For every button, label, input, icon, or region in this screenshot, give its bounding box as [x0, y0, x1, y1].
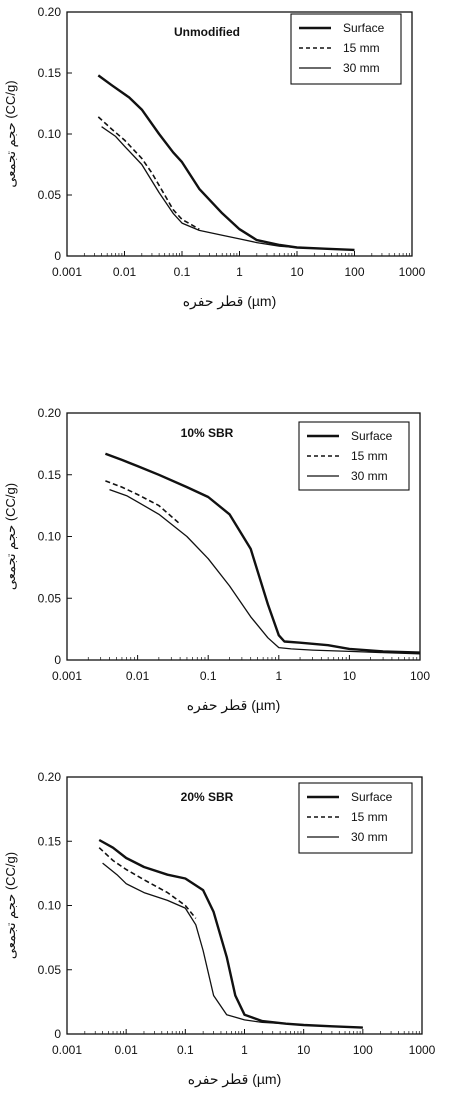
- y-tick-label: 0.20: [38, 406, 62, 420]
- x-tick-label: 10: [290, 265, 304, 279]
- legend-label: Surface: [351, 429, 393, 443]
- y-tick-label: 0.20: [38, 5, 62, 19]
- y-tick-label: 0: [54, 1027, 61, 1041]
- x-tick-label: 0.1: [200, 669, 217, 683]
- y-tick-label: 0.05: [38, 188, 62, 202]
- y-tick-label: 0.20: [38, 770, 62, 784]
- legend-label: Surface: [351, 790, 393, 804]
- y-axis-label: حجم تجمعی (CC/g): [3, 80, 19, 187]
- x-tick-label: 0.01: [126, 669, 150, 683]
- legend-label: 15 mm: [343, 41, 380, 55]
- legend-box: [298, 782, 413, 854]
- legend-label: 30 mm: [351, 469, 388, 483]
- series-line-15-mm: [97, 116, 200, 230]
- legend-box: [290, 13, 402, 85]
- y-tick-label: 0.15: [38, 66, 62, 80]
- x-tick-label: 0.01: [114, 1043, 138, 1057]
- x-tick-label: 10: [297, 1043, 311, 1057]
- x-tick-label: 0.1: [174, 265, 191, 279]
- x-tick-label: 0.001: [52, 1043, 82, 1057]
- y-tick-label: 0.10: [38, 530, 62, 544]
- legend: Surface 15 mm 30 mm: [298, 421, 410, 491]
- chart-panel-1: 0.001 0.01 0.1 1 10 100 1000 0 0.05 0.10 0.15 0.20 U…: [3, 5, 426, 310]
- y-tick-label: 0.05: [38, 591, 62, 605]
- chart-title: 20% SBR: [181, 790, 234, 804]
- x-axis-label: قطر حفره (µm): [183, 293, 277, 310]
- legend: Surface 15 mm 30 mm: [298, 782, 413, 854]
- chart-panel-2: 0.001 0.01 0.1 1 10 100 0 0.05 0.10 0.15 0.20 10% S…: [3, 406, 430, 714]
- series-line-surface: [97, 74, 355, 252]
- y-tick-label: 0.10: [38, 899, 62, 913]
- x-tick-label: 1: [241, 1043, 248, 1057]
- x-tick-label: 1000: [399, 265, 426, 279]
- x-tick-label: 1000: [409, 1043, 436, 1057]
- legend-label: 15 mm: [351, 810, 388, 824]
- chart-title: 10% SBR: [181, 426, 234, 440]
- legend-label: 30 mm: [351, 830, 388, 844]
- y-axis-label: حجم تجمعی (CC/g): [3, 852, 19, 959]
- y-tick-label: 0.15: [38, 834, 62, 848]
- x-axis-label: قطر حفره (µm): [187, 697, 281, 714]
- y-tick-label: 0.10: [38, 127, 62, 141]
- x-axis-label: قطر حفره (µm): [188, 1071, 282, 1088]
- x-tick-label: 0.001: [52, 669, 82, 683]
- x-tick-label: 0.01: [113, 265, 137, 279]
- x-tick-label: 100: [353, 1043, 373, 1057]
- legend-label: 30 mm: [343, 61, 380, 75]
- x-tick-label: 0.1: [177, 1043, 194, 1057]
- x-tick-label: 10: [343, 669, 357, 683]
- y-tick-label: 0.05: [38, 963, 62, 977]
- y-tick-label: 0: [54, 249, 61, 263]
- chart-panel-3: 0.001 0.01 0.1 1 10 100 1000 0 0.05 0.10 0.15 0.20 2…: [3, 770, 436, 1088]
- y-tick-label: 0: [54, 653, 61, 667]
- legend-label: 15 mm: [351, 449, 388, 463]
- x-tick-label: 0.001: [52, 265, 82, 279]
- chart-title: Unmodified: [174, 25, 240, 39]
- series-line-surface: [98, 838, 363, 1029]
- x-tick-label: 100: [410, 669, 430, 683]
- series-line-30-mm: [109, 488, 421, 655]
- x-tick-label: 1: [236, 265, 243, 279]
- x-tick-label: 100: [344, 265, 364, 279]
- series-line-15-mm: [98, 847, 197, 919]
- series-line-surface: [104, 452, 421, 654]
- series-line-30-mm: [102, 862, 363, 1029]
- x-tick-label: 1: [275, 669, 282, 683]
- series-line-30-mm: [101, 126, 355, 251]
- legend-label: Surface: [343, 21, 385, 35]
- y-tick-label: 0.15: [38, 468, 62, 482]
- legend: Surface 15 mm 30 mm: [290, 13, 402, 85]
- series-line-15-mm: [105, 480, 181, 525]
- y-axis-label: حجم تجمعی (CC/g): [3, 483, 19, 590]
